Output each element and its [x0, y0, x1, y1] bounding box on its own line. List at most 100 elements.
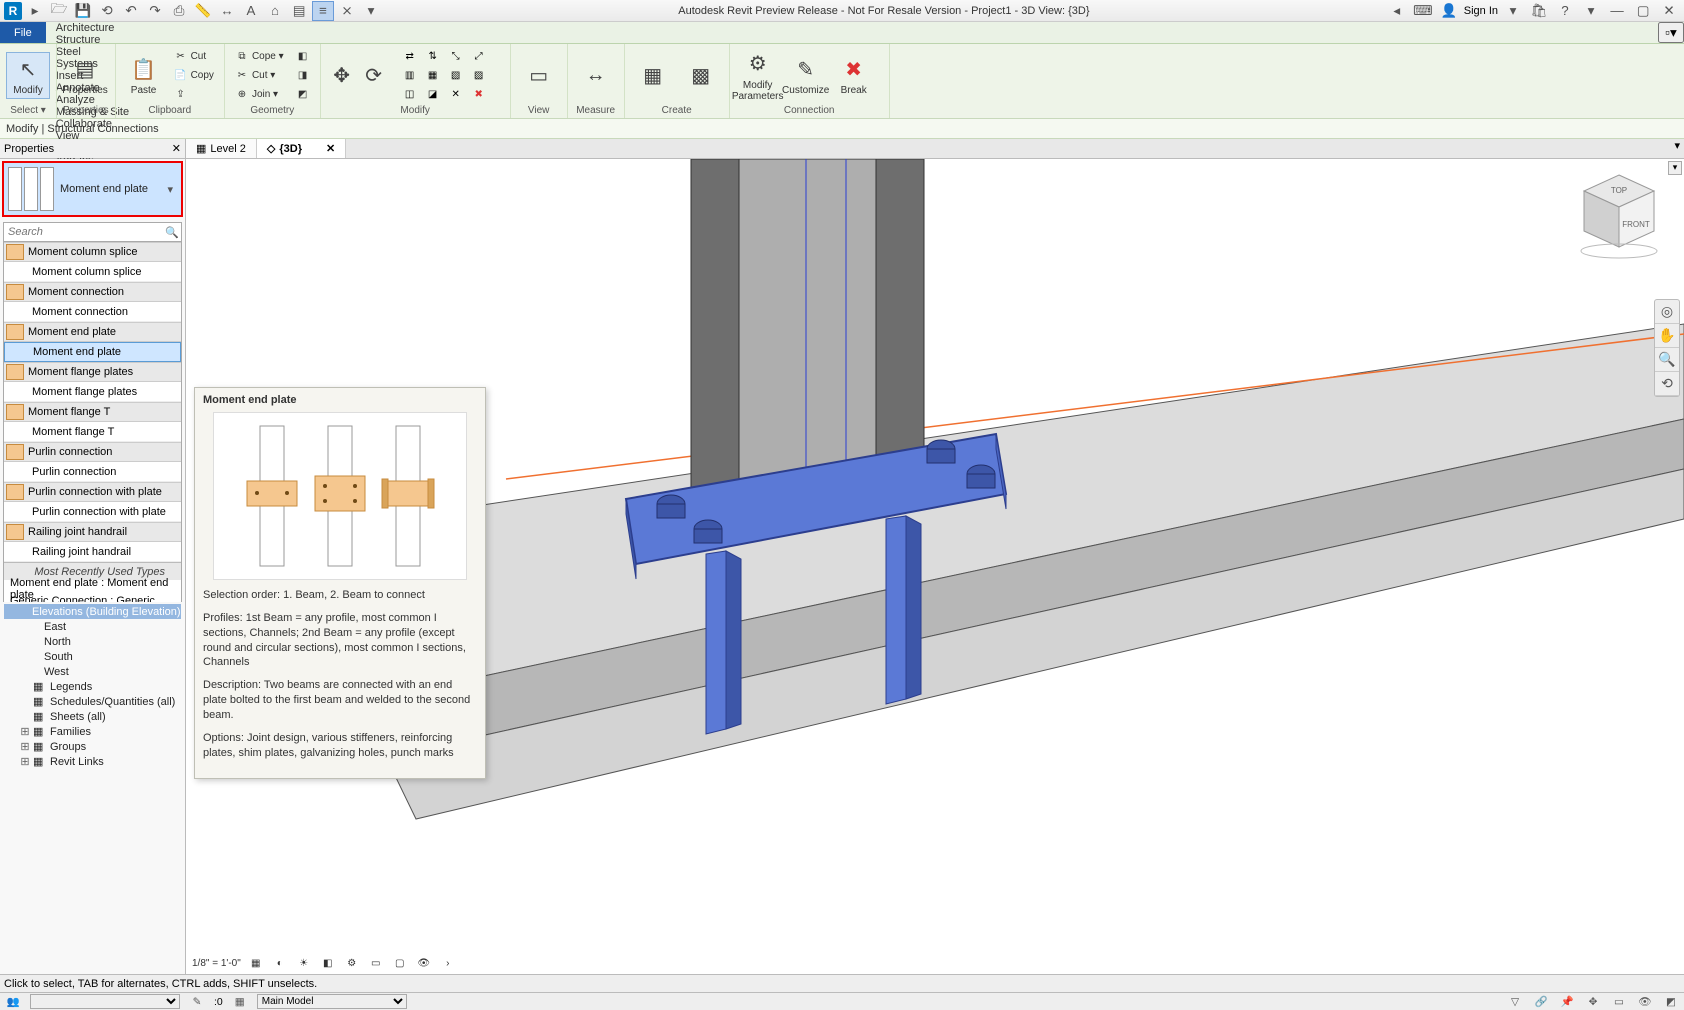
qat-open-file-icon[interactable]: 🗁: [48, 1, 70, 21]
tree-node[interactable]: ⊞▦Revit Links: [4, 754, 181, 769]
mod-2[interactable]: ⇅: [422, 48, 444, 66]
sb-editable-icon[interactable]: ✎: [188, 994, 206, 1010]
search-icon[interactable]: 🔍: [163, 226, 181, 239]
sb-design-options-select[interactable]: Main Model: [257, 994, 407, 1009]
type-item[interactable]: Moment connection: [4, 302, 181, 322]
sb-link-icon[interactable]: 🔗: [1532, 994, 1550, 1010]
signin-dropdown-icon[interactable]: ▾: [1502, 1, 1524, 21]
render-icon[interactable]: ⚙: [343, 955, 361, 971]
sb-workset-select[interactable]: [30, 994, 180, 1009]
tree-node[interactable]: ⊞▦Groups: [4, 739, 181, 754]
sun-path-icon[interactable]: ☀: [295, 955, 313, 971]
cope-button[interactable]: ⧉Cope ▾: [231, 48, 288, 66]
close-icon[interactable]: ✕: [1658, 1, 1680, 21]
type-item[interactable]: Moment flange T: [4, 422, 181, 442]
customize-button[interactable]: ✎Customize: [784, 52, 828, 99]
sb-workset-icon[interactable]: 👥: [4, 994, 22, 1010]
mod-6[interactable]: ▦: [422, 67, 444, 85]
canvas-expand-icon[interactable]: ▾: [1668, 161, 1682, 175]
mod-12[interactable]: ✖: [468, 86, 490, 104]
geo-extra-3[interactable]: ◩: [292, 86, 314, 104]
tree-node[interactable]: East: [4, 619, 181, 634]
type-item[interactable]: Moment flange plates: [4, 382, 181, 402]
sb-face-icon[interactable]: ▭: [1610, 994, 1628, 1010]
rotate-button[interactable]: ⟳: [359, 59, 389, 93]
nav-wheel-icon[interactable]: ◎: [1655, 300, 1679, 324]
qat-print-icon[interactable]: ⎙: [168, 1, 190, 21]
type-category[interactable]: Moment connection: [4, 282, 181, 302]
info-center-icon[interactable]: ◂: [1386, 1, 1408, 21]
tree-node[interactable]: ▦Schedules/Quantities (all): [4, 694, 181, 709]
qat-close-inactive-icon[interactable]: ⨯: [336, 1, 358, 21]
type-category[interactable]: Moment flange plates: [4, 362, 181, 382]
detail-level-icon[interactable]: ▦: [247, 955, 265, 971]
type-category[interactable]: Moment column splice: [4, 242, 181, 262]
copy-button[interactable]: 📄Copy: [170, 67, 218, 85]
search-input[interactable]: [4, 226, 163, 238]
qat-sync-icon[interactable]: ⟲: [96, 1, 118, 21]
tree-node[interactable]: North: [4, 634, 181, 649]
tree-node[interactable]: ▦Sheets (all): [4, 709, 181, 724]
move-button[interactable]: ✥: [327, 59, 357, 93]
vc-more-icon[interactable]: ›: [439, 955, 457, 971]
sb-pin-icon[interactable]: 📌: [1558, 994, 1576, 1010]
nav-orbit-icon[interactable]: ⟲: [1655, 372, 1679, 396]
qat-section-icon[interactable]: ▤: [288, 1, 310, 21]
help-dropdown-icon[interactable]: ▾: [1580, 1, 1602, 21]
minimize-icon[interactable]: —: [1606, 1, 1628, 21]
cut-button[interactable]: ✂Cut: [170, 48, 218, 66]
mod-4[interactable]: ⤢: [468, 48, 490, 66]
mod-11[interactable]: ✕: [445, 86, 467, 104]
mod-1[interactable]: ⇄: [399, 48, 421, 66]
crop-icon[interactable]: ▭: [367, 955, 385, 971]
qat-undo-icon[interactable]: ↶: [120, 1, 142, 21]
type-item[interactable]: Moment column splice: [4, 262, 181, 282]
nav-zoom-icon[interactable]: 🔍: [1655, 348, 1679, 372]
signin-icon[interactable]: 👤: [1438, 1, 1460, 21]
join-button[interactable]: ⊕Join ▾: [231, 86, 288, 104]
type-item[interactable]: Purlin connection with plate: [4, 502, 181, 522]
file-tab[interactable]: File: [0, 22, 46, 43]
keytips-icon[interactable]: ⌨: [1412, 1, 1434, 21]
type-selector[interactable]: Moment end plate ▾: [2, 161, 183, 217]
mod-9[interactable]: ◫: [399, 86, 421, 104]
create-button-2[interactable]: ▩: [679, 59, 723, 93]
tabs-overflow-icon[interactable]: ▾: [1670, 139, 1684, 158]
qat-switch-icon[interactable]: ▾: [360, 1, 382, 21]
sb-filter-icon[interactable]: ▽: [1506, 994, 1524, 1010]
mod-10[interactable]: ◪: [422, 86, 444, 104]
tree-node[interactable]: West: [4, 664, 181, 679]
break-button[interactable]: ✖Break: [832, 52, 876, 99]
appstore-icon[interactable]: 🛍: [1528, 1, 1550, 21]
sb-drag-icon[interactable]: ✥: [1584, 994, 1602, 1010]
type-category[interactable]: Moment end plate: [4, 322, 181, 342]
modify-button[interactable]: ↖ Modify: [6, 52, 50, 99]
paste-button[interactable]: 📋 Paste: [122, 52, 166, 99]
ribbon-collapse-icon[interactable]: ▫▾: [1658, 22, 1684, 43]
type-item[interactable]: Moment end plate: [4, 342, 181, 362]
tree-node[interactable]: ⊞▦Families: [4, 724, 181, 739]
create-button[interactable]: ▦: [631, 59, 675, 93]
expand-icon[interactable]: ⊞: [20, 725, 30, 738]
nav-pan-icon[interactable]: ✋: [1655, 324, 1679, 348]
view-cube[interactable]: TOP FRONT: [1574, 169, 1664, 259]
geo-extra-1[interactable]: ◧: [292, 48, 314, 66]
tree-node[interactable]: South: [4, 649, 181, 664]
tree-node-elevations[interactable]: Elevations (Building Elevation): [4, 604, 181, 619]
signin-label[interactable]: Sign In: [1464, 5, 1498, 17]
sb-isolate-icon[interactable]: ◩: [1662, 994, 1680, 1010]
type-category[interactable]: Purlin connection with plate: [4, 482, 181, 502]
modify-params-button[interactable]: ⚙ModifyParameters: [736, 47, 780, 105]
expand-icon[interactable]: ⊞: [20, 740, 30, 753]
type-item[interactable]: Railing joint handrail: [4, 542, 181, 562]
maximize-icon[interactable]: ▢: [1632, 1, 1654, 21]
qat-text-icon[interactable]: A: [240, 1, 262, 21]
sb-reveal-icon[interactable]: 👁: [1636, 994, 1654, 1010]
view-tab-1[interactable]: ◇{3D}✕: [257, 139, 346, 158]
expand-icon[interactable]: ⊞: [20, 755, 30, 768]
qat-open-icon[interactable]: ▸: [24, 1, 46, 21]
mod-8[interactable]: ▨: [468, 67, 490, 85]
ribbon-tab-architecture[interactable]: Architecture: [46, 22, 221, 34]
geo-extra-2[interactable]: ◨: [292, 67, 314, 85]
view-tab-0[interactable]: ▦Level 2: [186, 139, 257, 158]
